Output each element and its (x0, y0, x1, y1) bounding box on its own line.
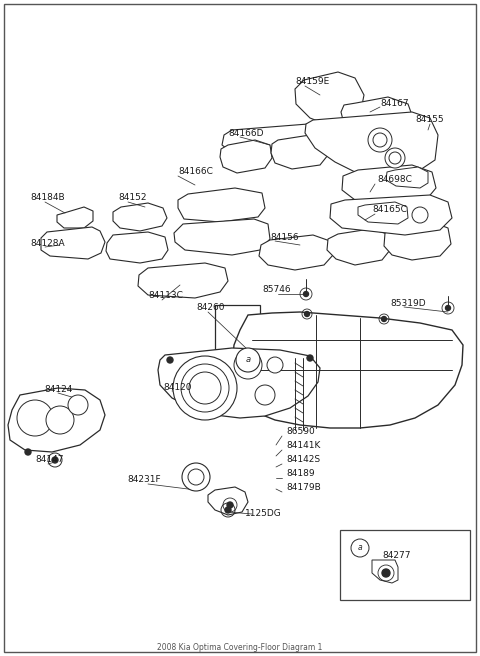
Text: 84155: 84155 (415, 115, 444, 125)
Polygon shape (372, 560, 398, 583)
Text: 84166C: 84166C (178, 167, 213, 176)
Circle shape (412, 207, 428, 223)
Text: 84166D: 84166D (228, 129, 264, 138)
Text: 84179B: 84179B (286, 483, 321, 493)
Polygon shape (384, 222, 451, 260)
Polygon shape (8, 388, 105, 452)
Polygon shape (295, 72, 364, 125)
Text: 84152: 84152 (118, 194, 146, 203)
Text: 2008 Kia Optima Covering-Floor Diagram 1: 2008 Kia Optima Covering-Floor Diagram 1 (157, 644, 323, 653)
Text: 84147: 84147 (35, 455, 63, 464)
Polygon shape (208, 487, 248, 515)
Text: 84231F: 84231F (127, 476, 161, 485)
Text: 85319D: 85319D (390, 298, 426, 308)
Polygon shape (222, 124, 333, 154)
Polygon shape (178, 188, 265, 222)
Text: 84165C: 84165C (372, 205, 407, 215)
Circle shape (445, 306, 451, 310)
Circle shape (227, 502, 233, 508)
Polygon shape (271, 135, 328, 169)
Polygon shape (386, 167, 428, 188)
Circle shape (188, 469, 204, 485)
Circle shape (25, 449, 31, 455)
Circle shape (382, 569, 390, 577)
Circle shape (17, 400, 53, 436)
Circle shape (307, 355, 313, 361)
Text: a: a (358, 544, 362, 552)
Text: 84156: 84156 (270, 232, 299, 241)
Polygon shape (106, 232, 168, 263)
Circle shape (373, 133, 387, 147)
Circle shape (389, 152, 401, 164)
Polygon shape (138, 263, 228, 298)
Text: 85746: 85746 (262, 285, 290, 295)
Text: 84142S: 84142S (286, 455, 320, 464)
Text: 84113C: 84113C (148, 291, 183, 300)
Polygon shape (174, 219, 270, 255)
Circle shape (267, 357, 283, 373)
Polygon shape (327, 229, 390, 265)
Circle shape (303, 291, 309, 297)
Polygon shape (341, 97, 413, 135)
Circle shape (225, 507, 231, 513)
Text: 84184B: 84184B (30, 194, 65, 203)
Text: 86590: 86590 (286, 428, 315, 436)
Text: 84277: 84277 (382, 552, 410, 560)
Circle shape (52, 457, 58, 463)
Polygon shape (158, 348, 320, 418)
Polygon shape (113, 203, 167, 231)
Circle shape (181, 364, 229, 412)
Polygon shape (342, 165, 436, 205)
Polygon shape (232, 312, 463, 428)
Circle shape (236, 348, 260, 372)
Circle shape (182, 463, 210, 491)
Text: 1125DG: 1125DG (245, 508, 282, 518)
Text: 84260: 84260 (196, 304, 225, 312)
Text: 84167: 84167 (380, 98, 408, 108)
Polygon shape (259, 235, 333, 270)
Text: 84120: 84120 (163, 382, 192, 392)
Text: 84159E: 84159E (295, 77, 329, 87)
FancyBboxPatch shape (340, 530, 470, 600)
Polygon shape (358, 202, 408, 224)
Text: 84141K: 84141K (286, 441, 320, 451)
Circle shape (368, 128, 392, 152)
Text: a: a (245, 356, 251, 365)
Text: 84698C: 84698C (377, 176, 412, 184)
Circle shape (68, 395, 88, 415)
Text: 84124: 84124 (44, 384, 72, 394)
Polygon shape (41, 227, 105, 259)
Polygon shape (220, 140, 272, 173)
Circle shape (234, 351, 262, 379)
Text: 84128A: 84128A (30, 239, 65, 247)
Circle shape (385, 148, 405, 168)
Text: 84189: 84189 (286, 470, 314, 478)
Circle shape (304, 312, 310, 316)
Circle shape (382, 316, 386, 321)
Polygon shape (57, 207, 93, 228)
Circle shape (173, 356, 237, 420)
Circle shape (189, 372, 221, 404)
Circle shape (46, 406, 74, 434)
Circle shape (167, 357, 173, 363)
Polygon shape (215, 305, 260, 380)
Circle shape (255, 385, 275, 405)
Circle shape (351, 539, 369, 557)
Polygon shape (305, 112, 438, 175)
Polygon shape (330, 195, 452, 235)
FancyBboxPatch shape (4, 4, 476, 652)
